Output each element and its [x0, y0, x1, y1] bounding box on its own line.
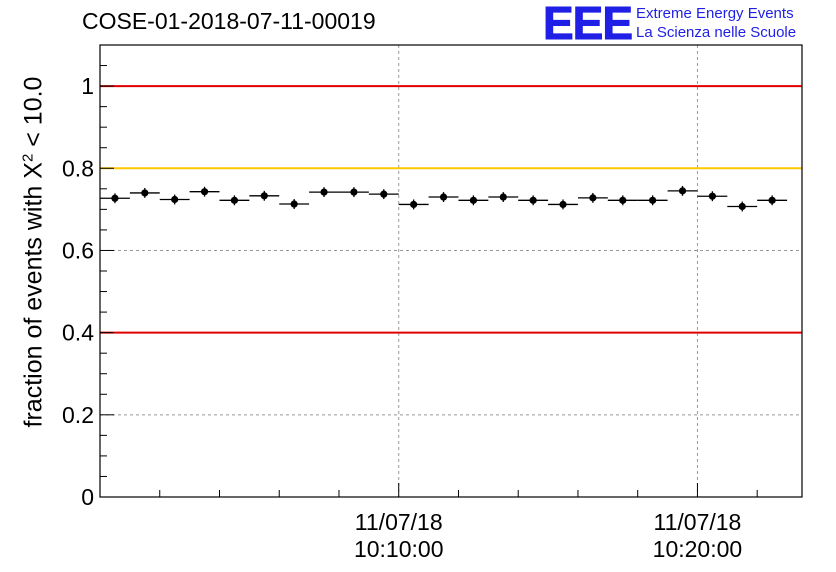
y-tick-label-1: 0.2	[62, 402, 94, 428]
y-tick-label-2: 0.4	[62, 320, 94, 346]
data-point-17	[619, 196, 627, 204]
data-point-12	[469, 196, 478, 204]
data-point-19	[678, 187, 687, 195]
x-tick-label-time-0: 10:10:00	[354, 536, 444, 562]
data-point-2	[171, 195, 179, 204]
plot-frame	[99, 44, 803, 498]
data-point-8	[350, 188, 358, 196]
y-tick-label-0: 0	[81, 484, 94, 510]
data-point-14	[529, 196, 537, 204]
y-tick-label-4: 0.8	[62, 155, 94, 181]
y-tick-label-5: 1	[81, 73, 94, 99]
chart-title: COSE-01-2018-07-11-00019	[82, 8, 376, 34]
y-tick-label-3: 0.6	[62, 237, 94, 263]
x-tick-label-date-0: 11/07/18	[355, 509, 443, 535]
data-point-3	[200, 188, 209, 196]
logo-line-1: Extreme Energy Events	[636, 5, 794, 22]
x-tick-label-date-1: 11/07/18	[654, 509, 742, 535]
logo-line-2: La Scienza nelle Scuole	[636, 24, 797, 41]
data-point-22	[768, 196, 776, 204]
eee-logo-mark: EEE	[542, 0, 633, 49]
data-point-15	[559, 200, 567, 209]
x-tick-label-time-1: 10:20:00	[653, 536, 743, 562]
data-point-18	[649, 196, 657, 204]
data-point-10	[410, 200, 418, 209]
data-point-0	[111, 194, 119, 202]
data-point-6	[290, 200, 298, 208]
data-point-9	[380, 190, 388, 198]
data-point-7	[320, 188, 328, 196]
data-point-4	[230, 196, 239, 204]
data-point-21	[738, 202, 746, 211]
data-point-13	[499, 193, 507, 201]
data-point-1	[141, 189, 149, 197]
data-point-5	[260, 192, 268, 200]
data-point-16	[589, 194, 597, 202]
data-point-20	[708, 192, 716, 200]
eee-logo-text: Extreme Energy Events La Scienza nelle S…	[636, 4, 796, 42]
data-point-11	[439, 193, 448, 201]
